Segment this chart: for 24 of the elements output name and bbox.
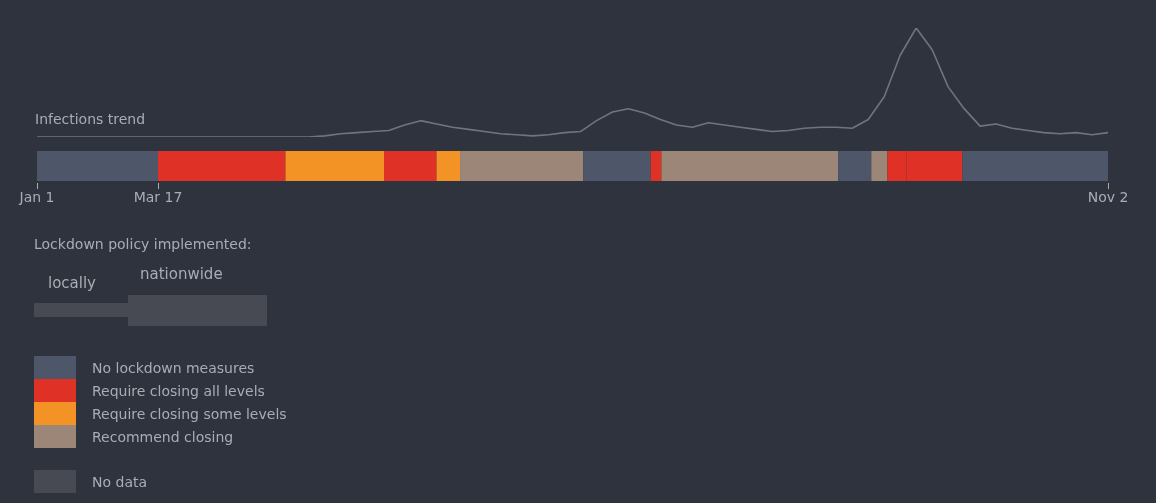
text: Nov 2 — [1086, 189, 1130, 205]
bar — [871, 151, 888, 181]
bar — [650, 151, 662, 181]
bar — [460, 151, 584, 181]
bar — [37, 151, 159, 181]
bar — [962, 151, 1108, 181]
text: Lockdown policy implemented: — [34, 236, 252, 252]
bar — [838, 151, 872, 181]
bar — [583, 151, 651, 181]
legend-label: No data — [92, 473, 148, 490]
legend-label: Require closing some levels — [92, 405, 287, 422]
text: nationwide — [140, 265, 223, 283]
series-label: Infections trend — [35, 111, 146, 127]
bar — [384, 151, 437, 181]
legend-label: Recommend closing — [92, 428, 234, 445]
bar — [158, 151, 286, 181]
text: locally — [48, 274, 96, 292]
text: Jan 1 — [17, 189, 56, 205]
legend-label: No lockdown measures — [92, 359, 255, 376]
bar — [285, 151, 384, 181]
legend-label: Require closing all levels — [92, 382, 265, 399]
bar — [436, 151, 461, 181]
text: Mar 17 — [132, 189, 184, 205]
bar — [661, 151, 839, 181]
